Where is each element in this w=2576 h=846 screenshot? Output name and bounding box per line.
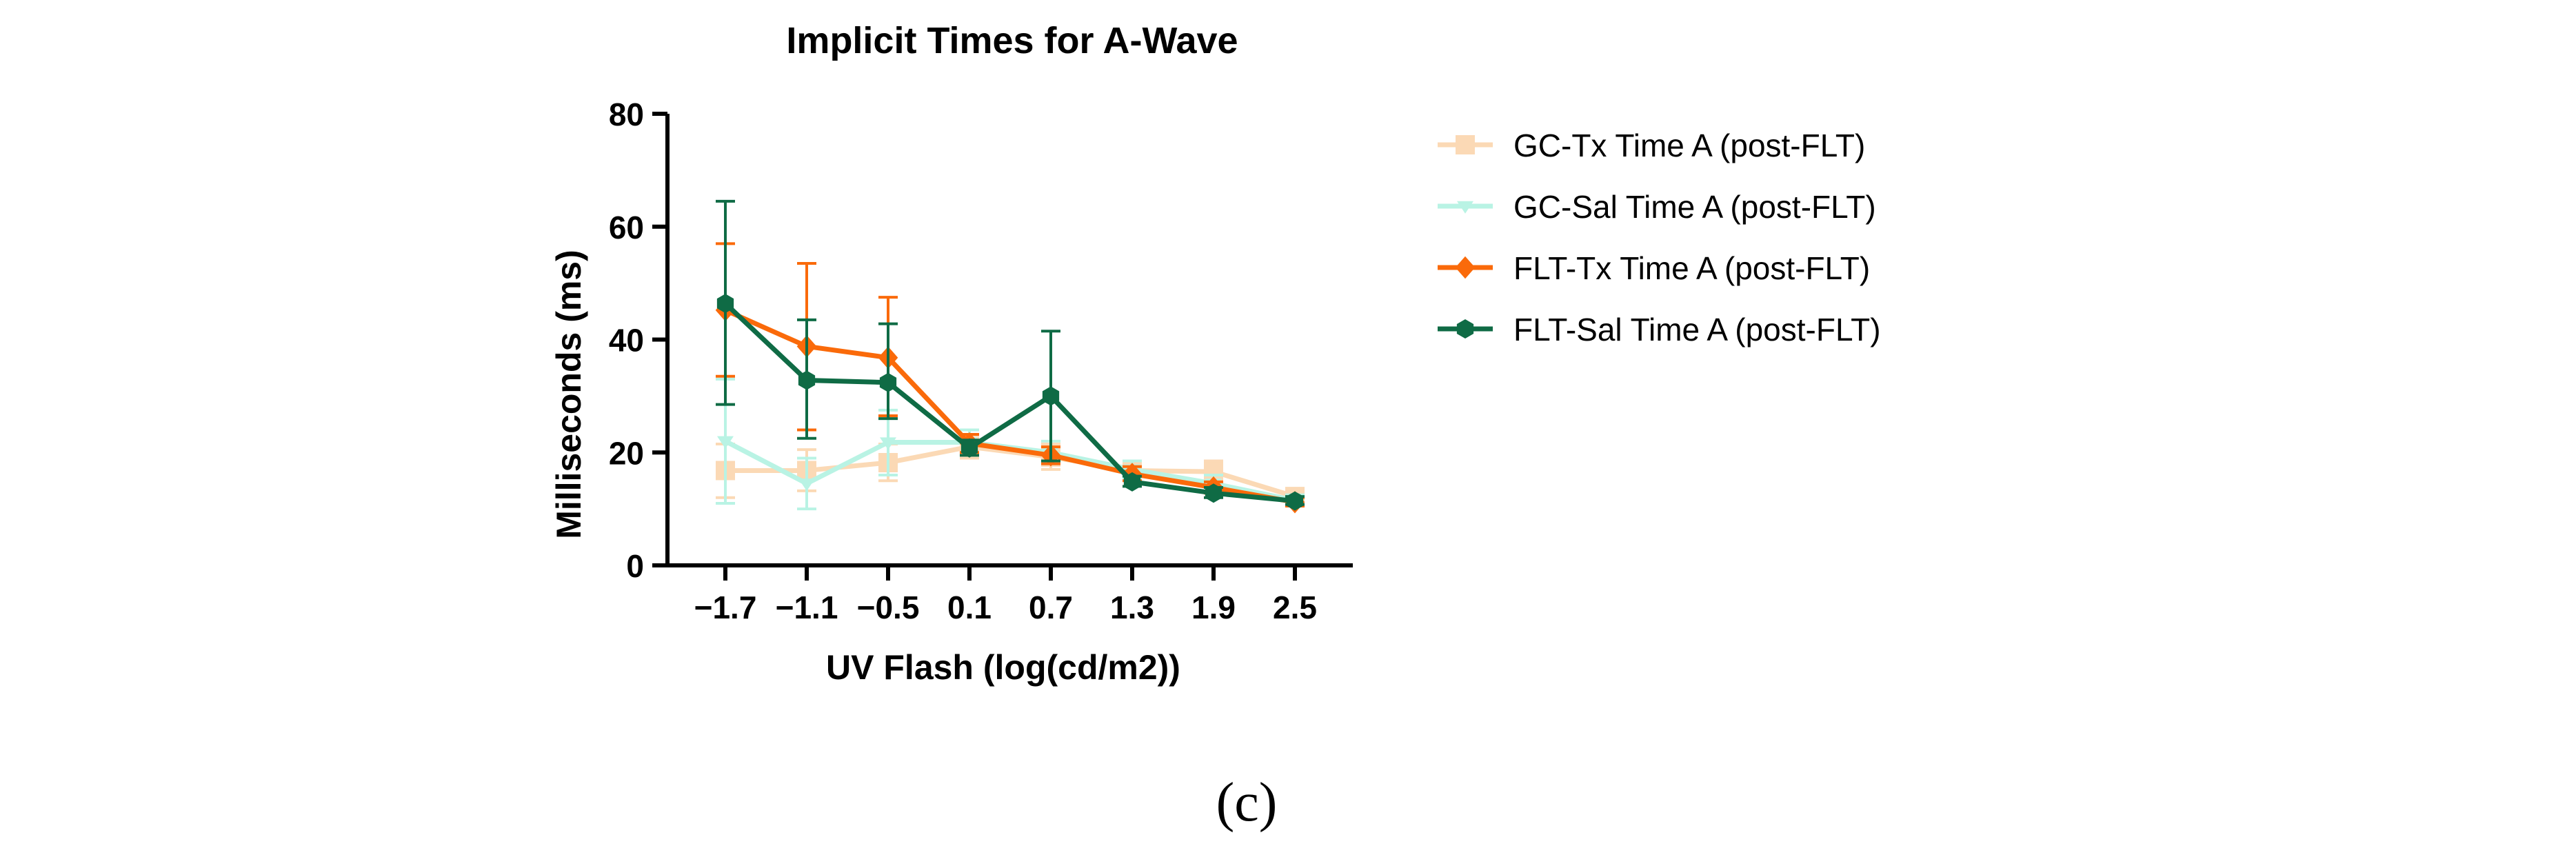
data-point — [880, 437, 896, 450]
y-tick-label: 40 — [609, 323, 644, 359]
legend-marker — [1456, 319, 1474, 339]
legend-label: FLT-Sal Time A (post-FLT) — [1513, 312, 1881, 348]
y-tick-label: 80 — [609, 97, 644, 132]
data-point — [716, 294, 734, 314]
data-point — [798, 370, 816, 390]
legend-item: GC-Sal Time A (post-FLT) — [1438, 189, 1876, 225]
data-point — [1042, 386, 1060, 406]
data-point — [1286, 491, 1304, 511]
figure-caption: (c) — [1216, 772, 1278, 833]
y-tick-label: 60 — [609, 210, 644, 245]
x-tick-label: −0.5 — [857, 590, 920, 625]
y-axis-label: Milliseconds (ms) — [550, 250, 588, 539]
data-point — [879, 372, 897, 392]
series-3 — [716, 199, 1305, 511]
legend-marker — [1456, 135, 1475, 154]
axes: 0 20 40 60 80 −1.7 −1.1 −0.5 0.1 0.7 1.3 1.9 2.5 — [609, 97, 1353, 625]
x-tick-label: 0.7 — [1029, 590, 1073, 625]
legend-label: FLT-Tx Time A (post-FLT) — [1513, 250, 1870, 286]
legend-item: FLT-Sal Time A (post-FLT) — [1438, 312, 1881, 348]
series-line — [725, 444, 1296, 499]
x-tick-label: 0.1 — [947, 590, 992, 625]
data-point — [798, 479, 815, 492]
y-tick-label: 20 — [609, 435, 644, 471]
series-line — [723, 301, 1296, 504]
legend-marker — [1457, 201, 1473, 214]
data-point — [960, 438, 978, 458]
legend-item: GC-Tx Time A (post-FLT) — [1438, 128, 1865, 163]
x-tick-label: −1.1 — [776, 590, 838, 625]
x-tick-label: −1.7 — [694, 590, 757, 625]
x-axis-label: UV Flash (log(cd/m2)) — [826, 648, 1180, 687]
data-point — [1123, 472, 1141, 492]
legend-item: FLT-Tx Time A (post-FLT) — [1438, 250, 1870, 286]
legend: GC-Tx Time A (post-FLT) GC-Sal Time A (po… — [1438, 128, 1881, 348]
chart-title: Implicit Times for A-Wave — [786, 20, 1238, 61]
series-layer — [715, 199, 1305, 514]
x-tick-label: 1.3 — [1110, 590, 1154, 625]
legend-marker — [1455, 256, 1476, 279]
x-tick-label: 2.5 — [1273, 590, 1317, 625]
x-tick-label: 1.9 — [1191, 590, 1236, 625]
legend-label: GC-Sal Time A (post-FLT) — [1513, 189, 1876, 225]
data-point — [717, 436, 734, 449]
y-tick-label: 0 — [626, 548, 644, 584]
series-line — [724, 308, 1296, 505]
data-point — [1205, 483, 1222, 503]
legend-label: GC-Tx Time A (post-FLT) — [1513, 128, 1865, 163]
